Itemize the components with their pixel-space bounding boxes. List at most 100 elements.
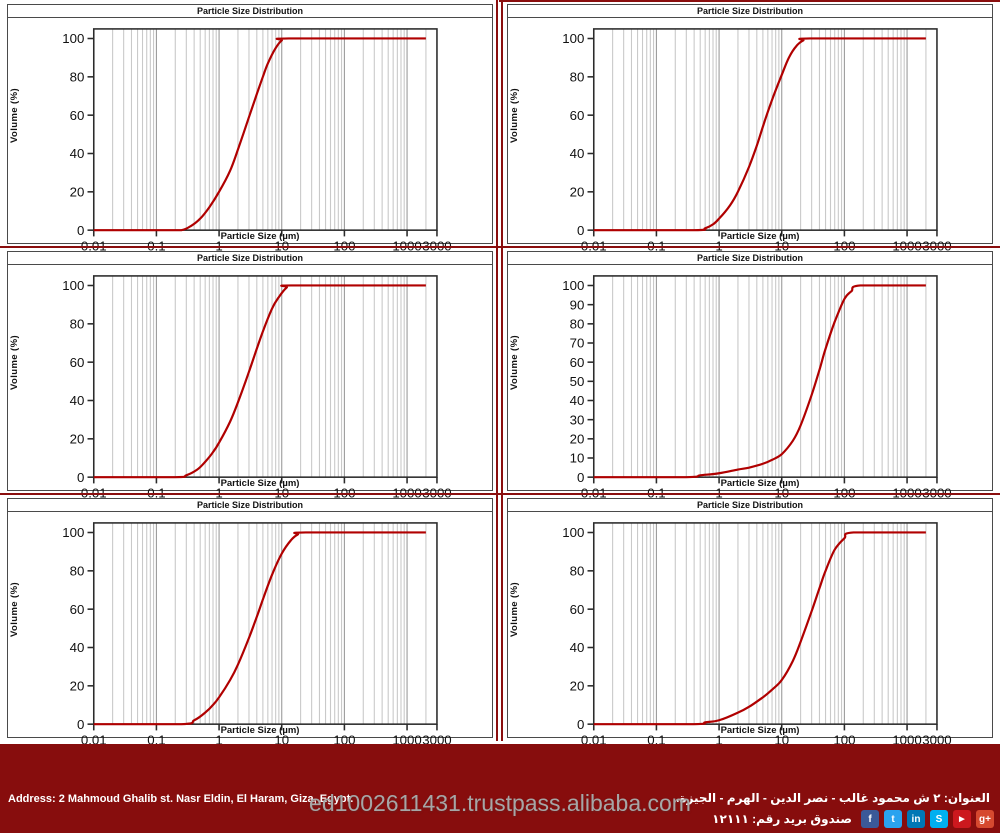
- psd-chart-middle-right: Particle Size Distribution Volume (%) 0 1…: [507, 251, 993, 499]
- svg-text:100: 100: [833, 238, 855, 252]
- particle-size-axis-label: Particle Size (µm): [220, 478, 300, 489]
- svg-text:20: 20: [570, 432, 585, 447]
- svg-text:100: 100: [562, 525, 584, 540]
- svg-text:20: 20: [70, 185, 85, 200]
- svg-text:0: 0: [577, 717, 584, 732]
- svg-text:50: 50: [570, 374, 585, 389]
- volume-axis-label: Volume (%): [509, 581, 521, 638]
- grid-cell: Particle Size Distribution Volume (%) 0 2…: [500, 494, 1000, 746]
- charts-grid: Particle Size Distribution Volume (%) 0 2…: [0, 0, 1000, 746]
- chart-title: Particle Size Distribution: [508, 499, 992, 512]
- skype-icon[interactable]: S: [930, 810, 948, 828]
- particle-size-axis-label: Particle Size (µm): [220, 725, 300, 736]
- chart-title: Particle Size Distribution: [508, 252, 992, 265]
- footer-english: Address: 2 Mahmoud Ghalib st. Nasr Eldin…: [8, 749, 401, 833]
- svg-text:80: 80: [70, 70, 85, 85]
- svg-text:1: 1: [215, 485, 222, 499]
- svg-text:100: 100: [333, 485, 355, 499]
- svg-text:100: 100: [833, 485, 855, 499]
- svg-text:90: 90: [570, 297, 585, 312]
- grid-cell: Particle Size Distribution Volume (%) 0 2…: [0, 494, 500, 746]
- svg-text:80: 80: [570, 317, 585, 332]
- psd-chart-bottom-right: Particle Size Distribution Volume (%) 0 2…: [507, 498, 993, 746]
- plot-area: 0 10 20 30 40 50 60 70 80 90 100 0.01 0.1 1 10 100 10003…: [562, 275, 952, 499]
- svg-text:20: 20: [70, 679, 85, 694]
- svg-text:10: 10: [774, 732, 789, 746]
- svg-text:1: 1: [215, 238, 222, 252]
- volume-axis-label: Volume (%): [9, 87, 21, 144]
- svg-text:80: 80: [570, 70, 585, 85]
- svg-text:30: 30: [570, 412, 585, 427]
- svg-text:1: 1: [715, 732, 722, 746]
- svg-text:0: 0: [77, 470, 84, 485]
- youtube-icon[interactable]: ►: [953, 810, 971, 828]
- svg-text:80: 80: [70, 564, 85, 579]
- svg-text:60: 60: [570, 602, 585, 617]
- twitter-icon[interactable]: t: [884, 810, 902, 828]
- svg-text:100: 100: [62, 278, 84, 293]
- grid-cell: Particle Size Distribution Volume (%) 0 2…: [0, 0, 500, 252]
- svg-text:0: 0: [577, 470, 584, 485]
- chart-title: Particle Size Distribution: [8, 499, 492, 512]
- address-line-ar: العنوان: ٢ ش محمود غالب - نصر الدين - ال…: [676, 791, 990, 805]
- svg-text:40: 40: [70, 146, 85, 161]
- chart-title: Particle Size Distribution: [8, 252, 492, 265]
- particle-size-axis-label: Particle Size (µm): [720, 478, 800, 489]
- svg-text:1: 1: [715, 238, 722, 252]
- svg-text:3000: 3000: [922, 238, 951, 252]
- svg-text:60: 60: [70, 355, 85, 370]
- svg-text:3000: 3000: [422, 485, 451, 499]
- svg-text:0.01: 0.01: [81, 732, 107, 746]
- svg-text:70: 70: [570, 336, 585, 351]
- svg-text:1000: 1000: [392, 485, 421, 499]
- svg-text:1000: 1000: [392, 732, 421, 746]
- svg-text:10: 10: [274, 732, 289, 746]
- svg-text:40: 40: [70, 640, 85, 655]
- volume-axis-label: Volume (%): [509, 334, 521, 391]
- chart-body: Volume (%) 0 20 40 60 80 100 0.01 0.1 1 10 100 1000…: [508, 512, 992, 746]
- svg-text:100: 100: [62, 525, 84, 540]
- linkedin-icon[interactable]: in: [907, 810, 925, 828]
- grid-cell: Particle Size Distribution Volume (%) 0 2…: [0, 247, 500, 499]
- svg-text:10: 10: [774, 238, 789, 252]
- svg-text:60: 60: [70, 602, 85, 617]
- facebook-icon[interactable]: f: [861, 810, 879, 828]
- svg-text:100: 100: [562, 31, 584, 46]
- svg-text:0: 0: [577, 223, 584, 238]
- svg-text:0: 0: [77, 717, 84, 732]
- svg-text:40: 40: [570, 393, 585, 408]
- svg-text:20: 20: [570, 185, 585, 200]
- svg-text:10: 10: [274, 238, 289, 252]
- svg-text:100: 100: [333, 732, 355, 746]
- svg-text:40: 40: [70, 393, 85, 408]
- svg-text:1: 1: [215, 732, 222, 746]
- psd-chart-top-left: Particle Size Distribution Volume (%) 0 2…: [7, 4, 493, 252]
- grid-cell: Particle Size Distribution Volume (%) 0 1…: [500, 247, 1000, 499]
- svg-text:3000: 3000: [922, 732, 951, 746]
- svg-text:0.01: 0.01: [581, 485, 607, 499]
- row-separator-2: [0, 493, 1000, 495]
- svg-text:1000: 1000: [392, 238, 421, 252]
- svg-text:10: 10: [774, 485, 789, 499]
- svg-text:3000: 3000: [422, 238, 451, 252]
- svg-text:0.01: 0.01: [81, 238, 107, 252]
- chart-body: Volume (%) 0 20 40 60 80 100 0.01 0.1 1 10 100 1000…: [8, 18, 492, 252]
- chart-body: Volume (%) 0 10 20 30 40 50 60 70 80 90 100 0.01 0.1…: [508, 265, 992, 499]
- svg-text:60: 60: [570, 108, 585, 123]
- googleplus-icon[interactable]: g+: [976, 810, 994, 828]
- svg-text:80: 80: [70, 317, 85, 332]
- volume-axis-label: Volume (%): [509, 87, 521, 144]
- svg-text:80: 80: [570, 564, 585, 579]
- svg-text:3000: 3000: [922, 485, 951, 499]
- psd-chart-bottom-left: Particle Size Distribution Volume (%) 0 2…: [7, 498, 493, 746]
- svg-text:20: 20: [70, 432, 85, 447]
- chart-body: Volume (%) 0 20 40 60 80 100 0.01 0.1 1 10 100 1000…: [8, 512, 492, 746]
- svg-text:0.1: 0.1: [147, 732, 165, 746]
- grid-cell: Particle Size Distribution Volume (%) 0 2…: [500, 0, 1000, 252]
- svg-text:40: 40: [570, 146, 585, 161]
- svg-text:0.1: 0.1: [147, 238, 165, 252]
- svg-text:0.01: 0.01: [81, 485, 107, 499]
